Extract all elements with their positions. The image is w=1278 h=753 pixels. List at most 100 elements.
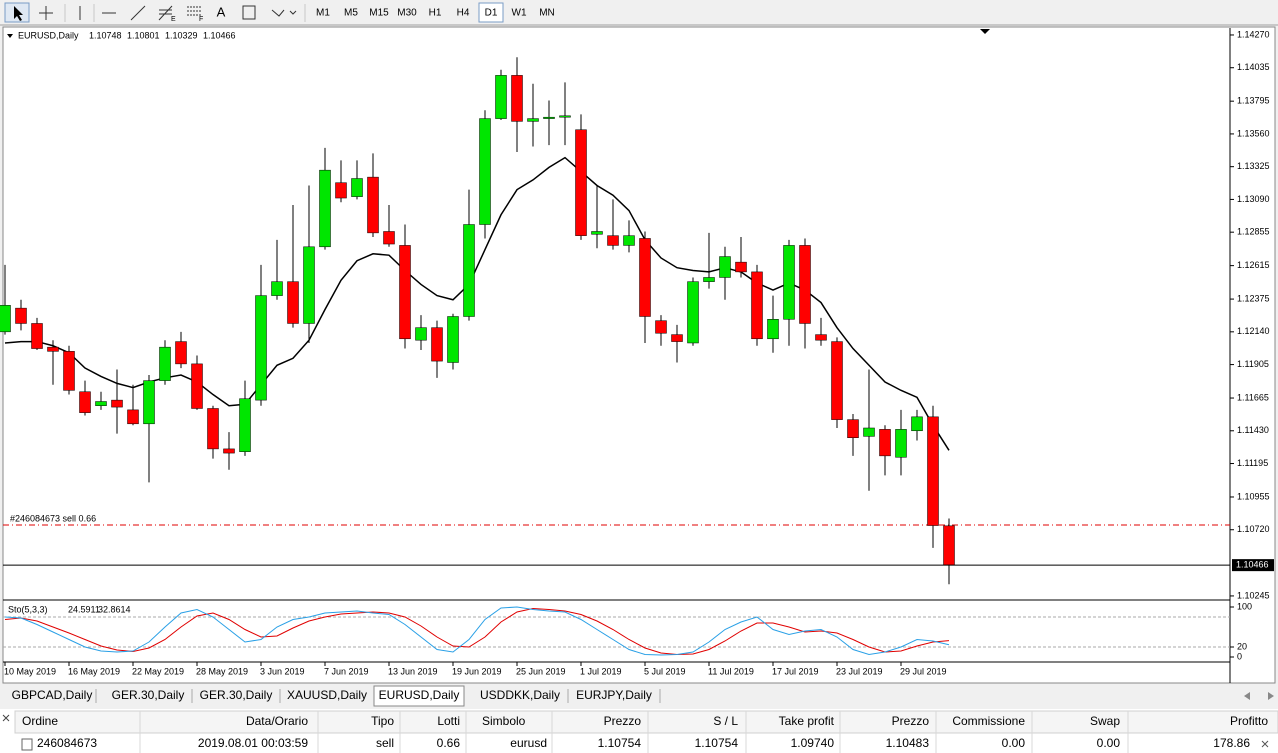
- crosshair-icon[interactable]: [39, 6, 53, 20]
- column-header[interactable]: Profitto: [1230, 714, 1268, 728]
- x-tick-label: 29 Jul 2019: [900, 666, 947, 676]
- candle-body: [479, 118, 491, 225]
- y-tick-label: 1.11905: [1237, 359, 1269, 369]
- y-tick-label: 1.10720: [1237, 524, 1270, 534]
- candle-body: [239, 398, 251, 452]
- chart-tab[interactable]: USDDKK,Daily: [480, 688, 560, 702]
- x-tick-label: 13 Jun 2019: [388, 666, 438, 676]
- timeframe-button[interactable]: M30: [397, 8, 417, 19]
- candle-body: [223, 448, 235, 454]
- candle-body: [831, 341, 843, 420]
- x-tick-label: 3 Jun 2019: [260, 666, 305, 676]
- column-header[interactable]: Take profit: [779, 714, 835, 728]
- shift-marker[interactable]: [980, 29, 990, 34]
- column-header[interactable]: Lotti: [437, 714, 460, 728]
- x-tick-label: 10 May 2019: [4, 666, 56, 676]
- icon-subscript: E: [171, 16, 176, 23]
- column-header[interactable]: Simbolo: [482, 714, 526, 728]
- column-header[interactable]: S / L: [713, 714, 738, 728]
- tool-icons: [4, 2, 306, 23]
- tab-active: [373, 685, 465, 707]
- candle-body: [143, 380, 155, 425]
- y-tick-label: 1.13325: [1237, 161, 1270, 171]
- timeframe-button[interactable]: H1: [429, 8, 442, 19]
- table-cell: sell: [376, 736, 394, 750]
- chart-tab[interactable]: GER.30,Daily: [200, 688, 273, 702]
- textlabel-icon[interactable]: [242, 5, 256, 20]
- column-header[interactable]: Data/Orario: [246, 714, 308, 728]
- cursor-icon: [14, 6, 23, 21]
- ohlc-value: 1.10466: [203, 30, 236, 40]
- candle-body: [335, 182, 347, 199]
- candle-body: [879, 429, 891, 457]
- column-header[interactable]: Prezzo: [604, 714, 642, 728]
- channel-icon[interactable]: [158, 5, 173, 21]
- candle-body: [175, 341, 187, 365]
- candle-body: [895, 429, 907, 458]
- timeframe-button[interactable]: M5: [344, 8, 358, 19]
- chart-tab[interactable]: GER.30,Daily: [112, 688, 185, 702]
- timeframe-button[interactable]: D1: [485, 8, 498, 19]
- column-header[interactable]: Swap: [1090, 714, 1120, 728]
- indicator-value: 24.5911: [68, 604, 100, 614]
- candle-body: [671, 334, 683, 342]
- order-icon: [21, 738, 33, 751]
- fibo-icon[interactable]: [187, 6, 202, 16]
- column-header[interactable]: Prezzo: [892, 714, 930, 728]
- candle-body: [95, 401, 107, 406]
- candle-body: [399, 245, 411, 340]
- column-header[interactable]: Commissione: [952, 714, 1025, 728]
- timeframe-button[interactable]: M1: [316, 8, 330, 19]
- y-tick-label: 1.10245: [1237, 590, 1270, 600]
- table-cell: 1.10754: [695, 736, 739, 750]
- y-tick-label: 100: [1237, 601, 1252, 611]
- chart-tab[interactable]: EURJPY,Daily: [576, 688, 652, 702]
- timeframe-button[interactable]: H4: [457, 8, 470, 19]
- timeframe-button[interactable]: M15: [369, 8, 389, 19]
- candle-body: [191, 363, 203, 409]
- candle-body: [543, 116, 555, 119]
- candle-body: [735, 261, 747, 273]
- chart-tab[interactable]: XAUUSD,Daily: [287, 688, 367, 702]
- candle-body: [127, 409, 139, 425]
- y-tick-label: 1.10955: [1237, 491, 1270, 501]
- y-tick-label: 1.12855: [1237, 227, 1270, 237]
- x-tick-label: 23 Jul 2019: [836, 666, 883, 676]
- candle-body: [415, 327, 427, 341]
- candle-body: [15, 307, 27, 324]
- table-cell: 1.10483: [886, 736, 930, 750]
- candle-body: [575, 129, 587, 236]
- y-tick-label: 0: [1237, 651, 1242, 661]
- terminal-close[interactable]: [2, 714, 10, 722]
- timeframe-button[interactable]: MN: [539, 8, 555, 19]
- candle-body: [303, 246, 315, 324]
- chart-tab[interactable]: GBPCAD,Daily: [12, 688, 93, 702]
- ohlc-value: 1.10801: [127, 30, 160, 40]
- order-label: #246084673 sell 0.66: [10, 513, 96, 523]
- timeframe-button[interactable]: W1: [512, 8, 527, 19]
- tab-scroll-arrows[interactable]: [1244, 692, 1274, 700]
- arrows-icon[interactable]: [271, 9, 297, 17]
- candle-body: [847, 419, 859, 438]
- ohlc-value: 1.10748: [89, 30, 122, 40]
- x-tick-label: 5 Jul 2019: [644, 666, 686, 676]
- table-cell: 178.86: [1213, 736, 1250, 750]
- chart-menu-arrow[interactable]: [7, 34, 13, 38]
- ohlc-value: 1.10329: [165, 30, 198, 40]
- chart-title: EURUSD,Daily: [18, 30, 79, 40]
- icon-subscript: F: [199, 16, 203, 23]
- column-header[interactable]: Tipo: [371, 714, 394, 728]
- candle-body: [63, 351, 75, 391]
- candle-body: [79, 391, 91, 413]
- candle-body: [687, 281, 699, 344]
- order-close[interactable]: [1261, 740, 1269, 748]
- text-tool[interactable]: A: [217, 4, 226, 19]
- trendline-icon[interactable]: [130, 5, 146, 21]
- candle-body: [767, 319, 779, 340]
- candle-body: [607, 235, 619, 246]
- candle-body: [495, 75, 507, 119]
- column-header[interactable]: Ordine: [22, 714, 58, 728]
- chart-tab[interactable]: EURUSD,Daily: [379, 688, 460, 702]
- candle-body: [943, 525, 955, 566]
